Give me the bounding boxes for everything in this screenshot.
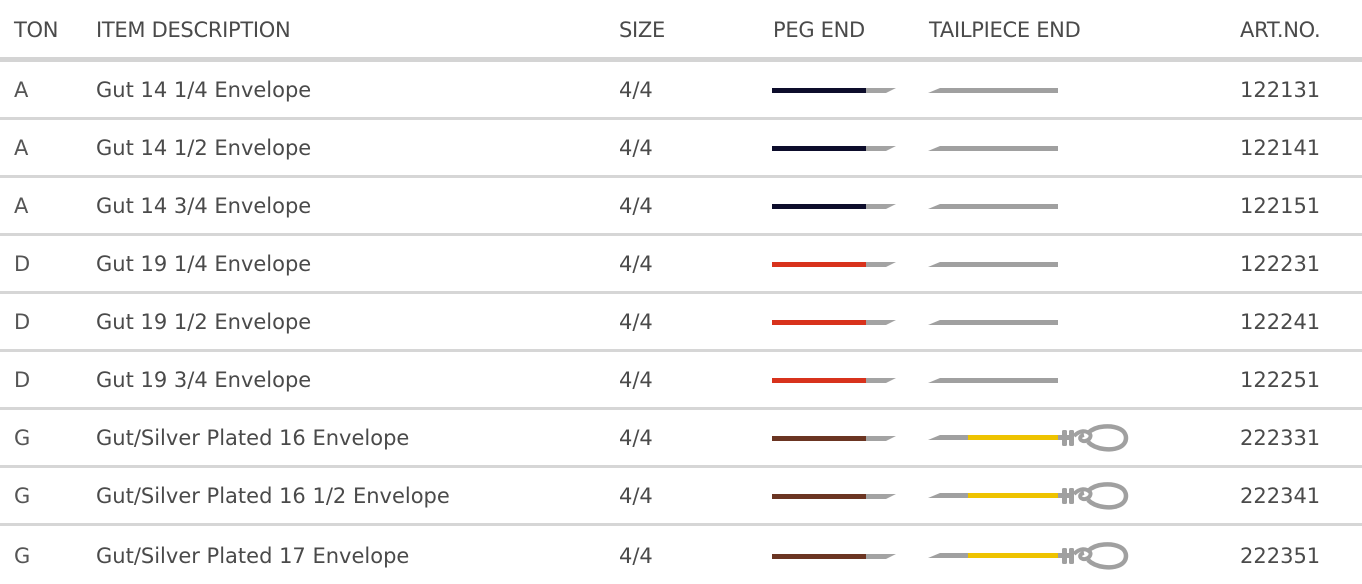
row-art-no: 122251 [1240, 368, 1321, 392]
row-description: Gut 14 3/4 Envelope [96, 194, 312, 218]
row-size: 4/4 [619, 310, 653, 334]
header-size: SIZE [619, 17, 665, 42]
row-ton: G [14, 426, 31, 450]
row-description: Gut/Silver Plated 16 Envelope [96, 426, 410, 450]
row-description: Gut/Silver Plated 17 Envelope [96, 543, 410, 568]
table-row: D Gut 19 3/4 Envelope 4/4 122251 [0, 352, 1362, 410]
row-ton: D [14, 252, 31, 276]
row-art-no: 122141 [1240, 136, 1321, 160]
row-description: Gut 19 1/4 Envelope [96, 252, 312, 276]
row-description: Gut 14 1/2 Envelope [96, 136, 312, 160]
peg-end-icon [772, 294, 897, 349]
row-description: Gut 14 1/4 Envelope [96, 78, 312, 102]
peg-end-icon [772, 236, 897, 291]
tailpiece-end-icon [928, 62, 1063, 117]
table-row: D Gut 19 1/4 Envelope 4/4 122231 [0, 236, 1362, 294]
row-art-no: 122241 [1240, 310, 1321, 334]
row-ton: A [14, 78, 29, 102]
row-ton: G [14, 543, 31, 568]
row-size: 4/4 [619, 136, 653, 160]
peg-end-icon [772, 62, 897, 117]
header-art-no: ART.NO. [1240, 17, 1321, 42]
row-ton: A [14, 194, 29, 218]
table-row: A Gut 14 1/4 Envelope 4/4 122131 [0, 62, 1362, 120]
table-row: A Gut 14 3/4 Envelope 4/4 122151 [0, 178, 1362, 236]
tailpiece-end-icon [928, 120, 1063, 175]
table-body: A Gut 14 1/4 Envelope 4/4 122131 A Gut 1… [0, 62, 1362, 584]
peg-end-icon [772, 410, 897, 465]
peg-end-icon [772, 352, 897, 407]
row-art-no: 122151 [1240, 194, 1321, 218]
tailpiece-end-icon [928, 178, 1063, 233]
tailpiece-end-icon [928, 468, 1143, 523]
tailpiece-end-icon [928, 236, 1063, 291]
row-ton: G [14, 484, 31, 508]
row-description: Gut 19 1/2 Envelope [96, 310, 312, 334]
table-row: A Gut 14 1/2 Envelope 4/4 122141 [0, 120, 1362, 178]
row-size: 4/4 [619, 368, 653, 392]
row-size: 4/4 [619, 543, 653, 568]
table-row: G Gut/Silver Plated 16 1/2 Envelope 4/4 … [0, 468, 1362, 526]
row-description: Gut 19 3/4 Envelope [96, 368, 312, 392]
table-row: D Gut 19 1/2 Envelope 4/4 122241 [0, 294, 1362, 352]
peg-end-icon [772, 468, 897, 523]
row-art-no: 222341 [1240, 484, 1321, 508]
row-art-no: 122231 [1240, 252, 1321, 276]
tailpiece-end-icon [928, 410, 1143, 465]
row-size: 4/4 [619, 78, 653, 102]
tailpiece-end-icon [928, 526, 1143, 584]
header-peg-end: PEG END [773, 17, 865, 42]
header-tailpiece-end: TAILPIECE END [929, 17, 1081, 42]
row-art-no: 122131 [1240, 78, 1321, 102]
row-size: 4/4 [619, 252, 653, 276]
row-size: 4/4 [619, 194, 653, 218]
header-description: ITEM DESCRIPTION [96, 17, 291, 42]
row-ton: D [14, 368, 31, 392]
row-size: 4/4 [619, 484, 653, 508]
row-art-no: 222351 [1240, 543, 1321, 568]
peg-end-icon [772, 120, 897, 175]
row-size: 4/4 [619, 426, 653, 450]
peg-end-icon [772, 178, 897, 233]
table-row: G Gut/Silver Plated 16 Envelope 4/4 2223… [0, 410, 1362, 468]
row-ton: A [14, 136, 29, 160]
tailpiece-end-icon [928, 294, 1063, 349]
header-ton: TON [14, 17, 59, 42]
peg-end-icon [772, 526, 897, 584]
row-ton: D [14, 310, 31, 334]
row-art-no: 222331 [1240, 426, 1321, 450]
table-header: TON ITEM DESCRIPTION SIZE PEG END TAILPI… [0, 0, 1362, 62]
tailpiece-end-icon [928, 352, 1063, 407]
row-description: Gut/Silver Plated 16 1/2 Envelope [96, 484, 450, 508]
table-row: G Gut/Silver Plated 17 Envelope 4/4 2223… [0, 526, 1362, 584]
